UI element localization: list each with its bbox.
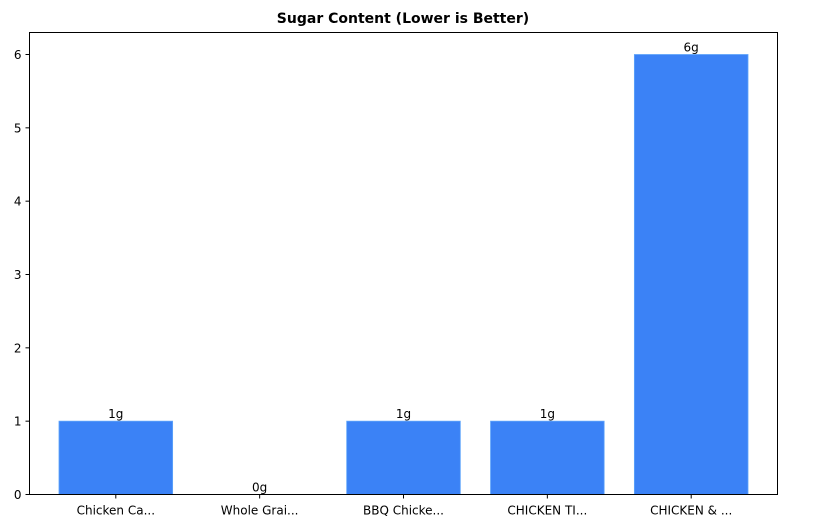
chart-title: Sugar Content (Lower is Better) [277, 11, 529, 27]
y-tick-label: 3 [14, 268, 22, 282]
y-tick-label: 5 [14, 121, 22, 135]
x-tick-label: CHICKEN & ... [650, 504, 732, 518]
bar [633, 54, 749, 495]
x-tick-label: Whole Grai... [221, 504, 299, 518]
plot-frame [29, 32, 778, 495]
y-tick-label: 2 [14, 341, 22, 355]
bar-value-label: 1g [108, 407, 123, 421]
y-tick-label: 6 [14, 48, 22, 62]
x-tick-label: Chicken Ca... [77, 504, 155, 518]
y-axis: 0 1 2 3 4 5 6 [14, 48, 30, 502]
x-tick-label: BBQ Chicke... [363, 504, 444, 518]
bar-value-label: 6g [684, 41, 699, 55]
bar [490, 420, 605, 495]
x-axis: Chicken Ca... Whole Grai... BBQ Chicke... C… [77, 494, 732, 518]
bar [346, 420, 461, 495]
bar [58, 420, 174, 495]
y-tick-label: 4 [14, 195, 22, 209]
bar-value-label: 0g [252, 481, 267, 495]
y-tick-label: 0 [14, 488, 22, 502]
bars-group: 1g 0g 1g 1g 6g [58, 41, 749, 495]
bar-value-label: 1g [540, 407, 555, 421]
x-tick-label: CHICKEN TI... [507, 504, 587, 518]
y-tick-label: 1 [14, 415, 22, 429]
bar-value-label: 1g [396, 407, 411, 421]
